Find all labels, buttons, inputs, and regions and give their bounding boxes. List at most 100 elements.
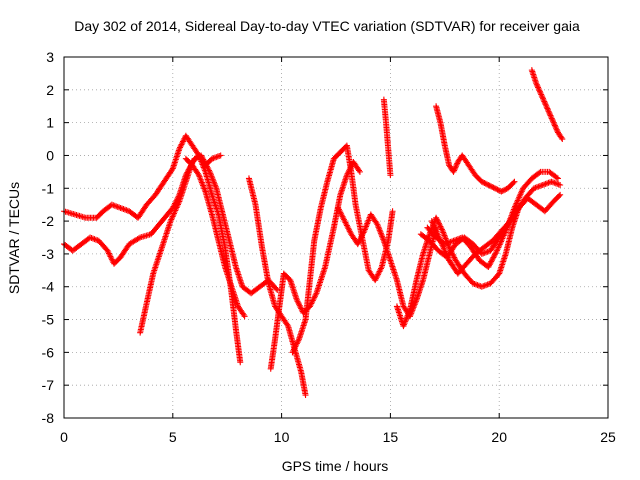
data-point-marker (502, 186, 509, 193)
y-tick-label: 3 (46, 49, 54, 65)
data-point-marker (240, 311, 247, 318)
data-point-marker (545, 106, 552, 113)
series-track-n (433, 103, 518, 195)
data-point-marker (540, 95, 547, 102)
series-track-o (528, 67, 566, 143)
data-point-marker (550, 119, 557, 126)
data-point-marker (490, 184, 497, 191)
data-point-marker (241, 313, 248, 320)
data-point-marker (524, 195, 531, 202)
data-point-marker (547, 112, 554, 119)
data-point-marker (493, 248, 500, 255)
data-point-marker (274, 287, 281, 294)
y-tick-label: -2 (42, 213, 55, 229)
data-point-marker (540, 97, 547, 104)
y-tick-label: -5 (42, 312, 55, 328)
data-point-marker (480, 179, 487, 186)
x-tick-label: 0 (60, 429, 68, 445)
data-point-marker (523, 196, 530, 203)
y-tick-label: -8 (42, 410, 55, 426)
data-point-marker (545, 108, 552, 115)
data-point-marker (551, 122, 558, 129)
chart-title: Day 302 of 2014, Sidereal Day-to-day VTE… (74, 18, 580, 34)
data-point-marker (493, 185, 500, 192)
data-point-marker (539, 94, 546, 101)
data-point-marker (533, 80, 540, 87)
data-point-marker (237, 359, 244, 366)
data-point-marker (387, 172, 394, 179)
data-point-marker (557, 181, 564, 188)
series-track-e (245, 175, 309, 399)
data-point-marker (559, 136, 566, 143)
x-tick-label: 25 (600, 429, 616, 445)
data-point-marker (553, 174, 560, 181)
data-point-marker (486, 182, 493, 189)
data-point-marker (487, 183, 494, 190)
y-tick-label: -3 (42, 246, 55, 262)
data-point-marker (541, 98, 548, 105)
y-tick-label: -4 (42, 279, 55, 295)
data-point-marker (302, 392, 309, 399)
data-point-marker (546, 111, 553, 118)
data-point-marker (553, 126, 560, 133)
data-point-marker (543, 102, 550, 109)
data-point-marker (533, 81, 540, 88)
data-point-marker (534, 83, 541, 90)
data-point-marker (535, 84, 542, 91)
data-point-marker (536, 88, 543, 95)
series-track-d (182, 155, 248, 320)
y-tick-label: 1 (46, 115, 54, 131)
data-point-marker (546, 109, 553, 116)
y-tick-label: -1 (42, 180, 55, 196)
data-point-marker (557, 191, 564, 198)
grid-lines (64, 57, 608, 418)
data-point-marker (535, 85, 542, 92)
data-point-marker (549, 116, 556, 123)
y-tick-label: 0 (46, 147, 54, 163)
data-point-marker (556, 192, 563, 199)
y-axis-label: SDTVAR / TECUs (6, 182, 22, 294)
data-point-marker (536, 169, 543, 176)
data-point-marker (451, 167, 458, 174)
data-point-marker (536, 87, 543, 94)
data-point-marker (537, 90, 544, 97)
data-point-marker (543, 104, 550, 111)
data-point-marker (452, 163, 459, 170)
data-point-marker (481, 180, 488, 187)
data-point-marker (452, 164, 459, 171)
data-point-marker (450, 168, 457, 175)
x-tick-label: 5 (169, 429, 177, 445)
data-point-marker (482, 180, 489, 187)
data-point-marker (538, 91, 545, 98)
data-point-marker (451, 166, 458, 173)
data-point-marker (491, 185, 498, 192)
series-track-m (428, 195, 531, 277)
data-point-marker (478, 178, 485, 185)
data-point-marker (135, 235, 142, 242)
data-point-marker (356, 168, 363, 175)
plot-area-frame (63, 56, 609, 419)
data-point-marker (284, 321, 291, 328)
data-point-marker (549, 118, 556, 125)
data-point-marker (273, 285, 280, 292)
data-point-marker (217, 152, 224, 159)
data-point-marker (356, 167, 363, 174)
data-markers (61, 67, 566, 399)
y-tick-label: 2 (46, 82, 54, 98)
data-point-marker (510, 179, 517, 186)
data-point-marker (489, 183, 496, 190)
data-point-marker (168, 166, 175, 173)
x-tick-label: 15 (383, 429, 399, 445)
data-point-marker (500, 187, 507, 194)
series-track-g (289, 142, 396, 356)
data-point-marker (542, 101, 549, 108)
data-point-marker (544, 105, 551, 112)
data-point-marker (495, 187, 502, 194)
series-track-f (267, 159, 363, 372)
data-point-marker (485, 181, 492, 188)
data-point-marker (511, 178, 518, 185)
data-point-marker (558, 134, 565, 141)
data-point-marker (538, 92, 545, 99)
